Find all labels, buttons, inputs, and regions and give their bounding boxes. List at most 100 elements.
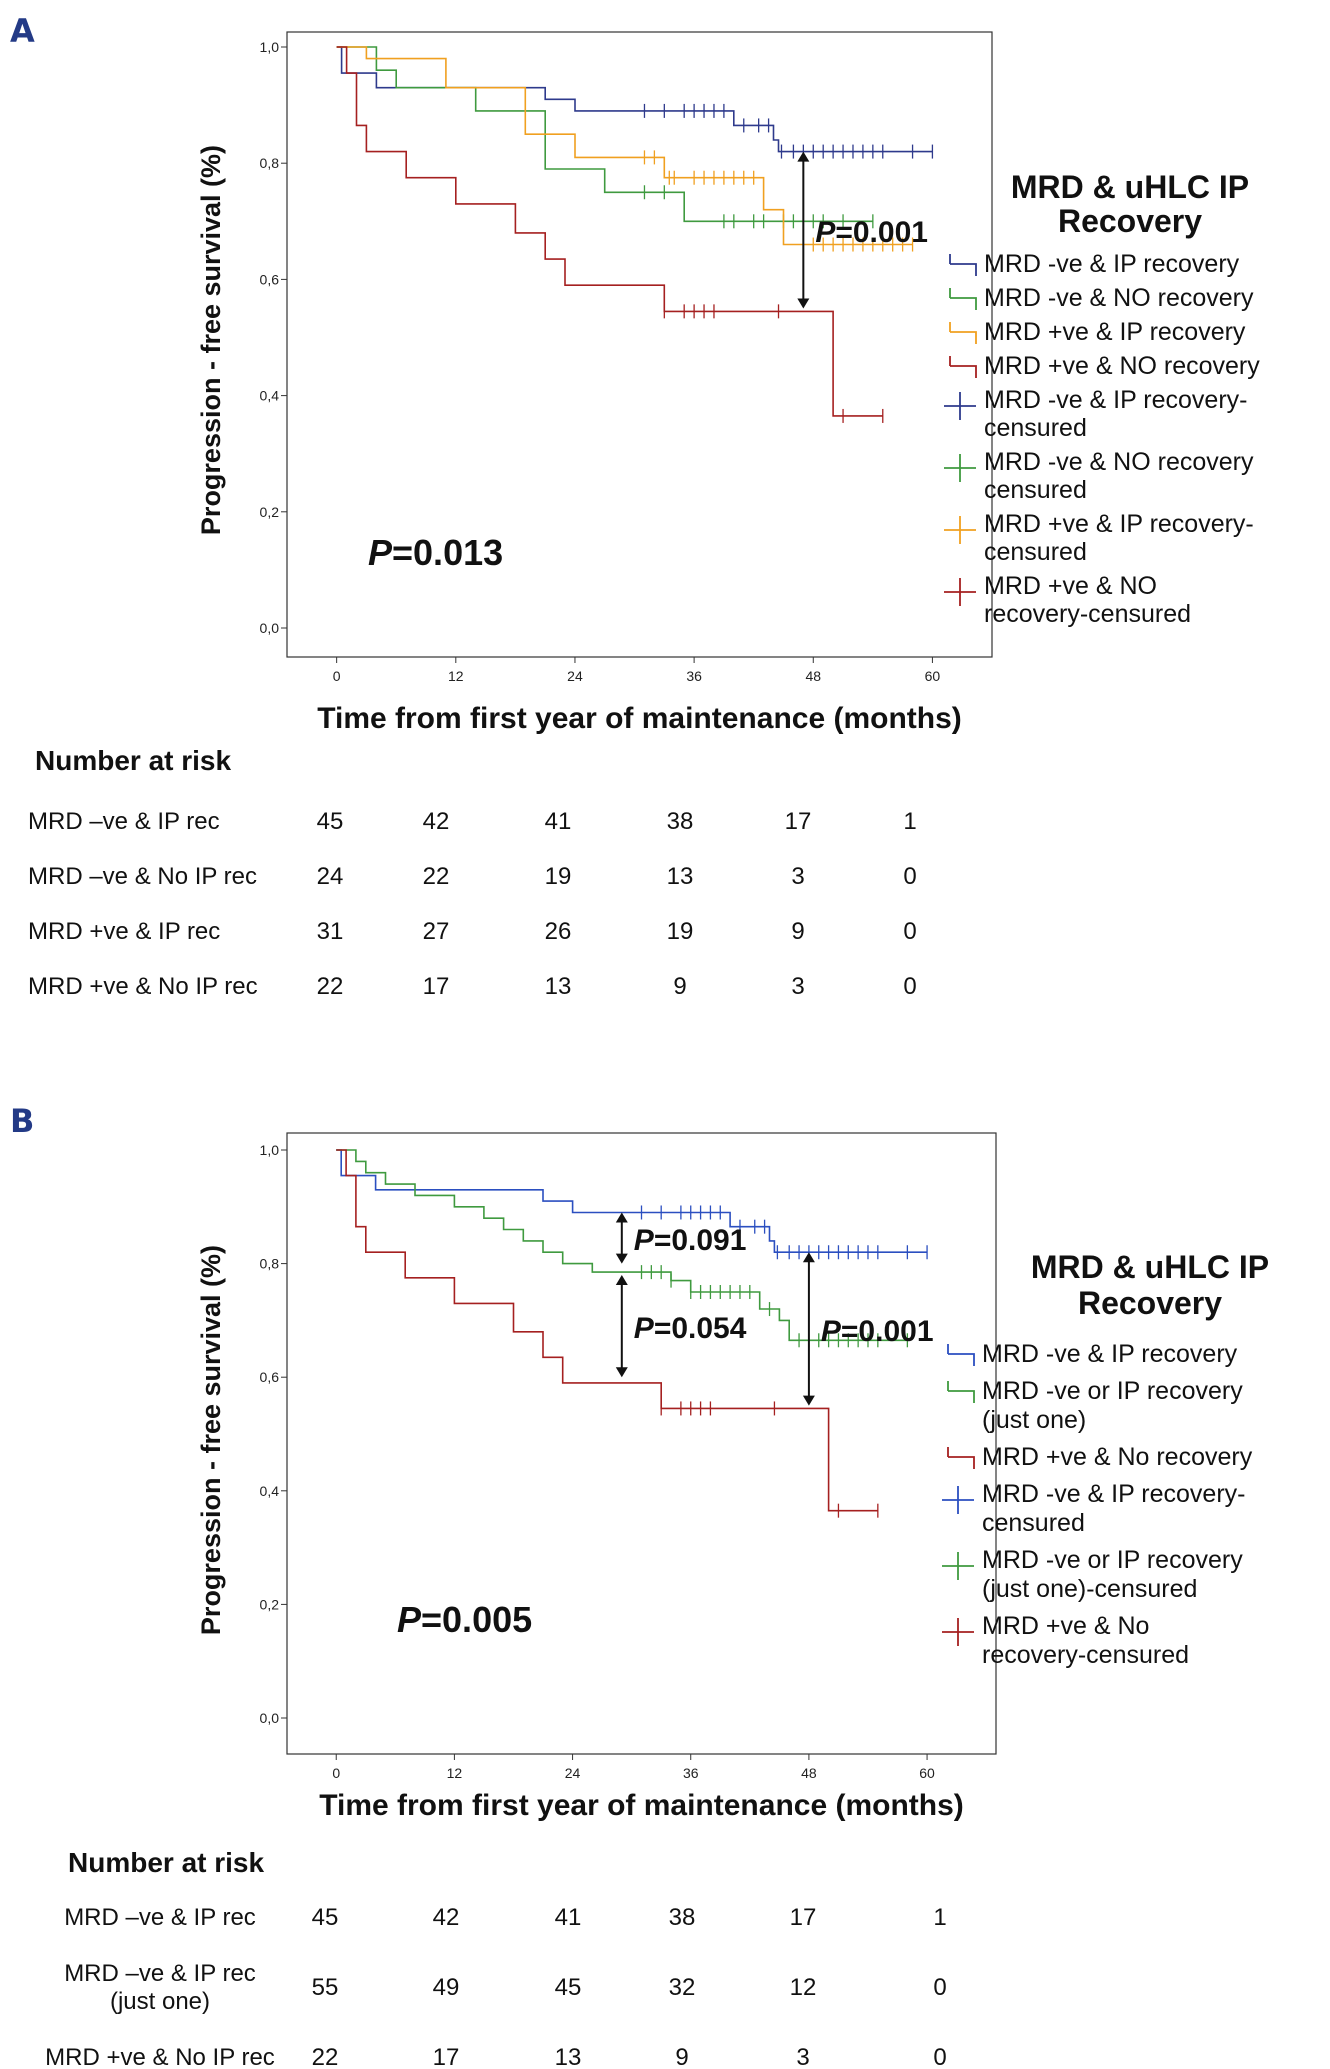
y-tick-label: 1,0	[260, 39, 280, 55]
x-tick-label: 36	[686, 668, 702, 684]
legend-step-swatch	[948, 1353, 975, 1366]
risk-value: 17	[433, 2044, 460, 2069]
y-tick-label: 0,2	[260, 1596, 280, 1612]
legend-entry-7: MRD +ve & IP recovery-	[984, 510, 1254, 538]
legend-step-swatch	[950, 331, 977, 344]
panel-b-letter: B	[10, 1102, 34, 1140]
p-letter: P	[634, 1224, 655, 1257]
p-annotation-3: P=0.001	[821, 1315, 934, 1348]
risk-table-title: Number at risk	[68, 1847, 264, 1878]
p-arrow-head-down	[797, 298, 810, 309]
risk-value: 0	[903, 973, 916, 1000]
p-annotation-1: P=0.091	[634, 1224, 747, 1257]
legend-entry-3: MRD +ve & No recovery	[982, 1443, 1253, 1471]
risk-value: 17	[423, 973, 450, 1000]
p-arrow-head-down	[615, 1367, 628, 1378]
y-tick-label: 0,2	[260, 504, 280, 520]
legend-entry-7: censured	[984, 538, 1087, 566]
p-letter: P	[821, 1315, 842, 1348]
y-tick-label: 0,4	[260, 388, 280, 404]
risk-row-label: MRD +ve & No IP rec	[45, 2044, 275, 2069]
x-axis-label: Time from first year of maintenance (mon…	[319, 1789, 964, 1822]
legend-entry-6: censured	[984, 476, 1087, 504]
legend-step-swatch	[950, 297, 977, 310]
x-tick-label: 48	[801, 1765, 817, 1781]
p-arrow-head-up	[802, 1252, 815, 1263]
risk-value: 19	[667, 918, 694, 945]
survival-curve-1	[336, 46, 933, 153]
survival-curve-3	[336, 1149, 878, 1512]
risk-value: 22	[423, 863, 450, 890]
p-letter: P	[368, 532, 393, 573]
risk-value: 19	[545, 863, 572, 890]
risk-row-label: MRD –ve & IP rec	[28, 808, 220, 835]
x-tick-label: 0	[332, 1765, 340, 1781]
survival-curve-3	[336, 46, 913, 246]
legend-entry-5: MRD -ve or IP recovery	[982, 1546, 1243, 1574]
risk-value: 0	[903, 863, 916, 890]
p-value: =0.054	[654, 1312, 747, 1345]
risk-value: 13	[555, 2044, 582, 2069]
legend-entry-4: MRD +ve & NO recovery	[984, 352, 1260, 380]
x-tick-label: 12	[448, 668, 464, 684]
legend-entry-6: MRD +ve & No	[982, 1612, 1149, 1640]
x-tick-label: 24	[567, 668, 583, 684]
x-axis-label: Time from first year of maintenance (mon…	[317, 702, 962, 735]
y-tick-label: 1,0	[260, 1142, 280, 1158]
p-letter: P	[397, 1599, 422, 1640]
legend-entry-5: MRD -ve & IP recovery-	[984, 386, 1247, 414]
risk-value: 45	[555, 1974, 582, 2001]
risk-value: 3	[791, 863, 804, 890]
legend-entry-8: MRD +ve & NO	[984, 572, 1157, 600]
panel-a-letter: A	[10, 12, 35, 50]
x-tick-label: 48	[805, 668, 821, 684]
legend-entry-2: MRD -ve or IP recovery	[982, 1377, 1243, 1405]
plot-frame	[286, 1132, 997, 1755]
legend-step-swatch	[948, 1456, 975, 1469]
risk-value: 3	[791, 973, 804, 1000]
legend-entry-5: (just one)-censured	[982, 1575, 1197, 1603]
legend-step-swatch	[948, 1390, 975, 1403]
legend-entry-6: MRD -ve & NO recovery	[984, 448, 1254, 476]
legend-entry-6: recovery-censured	[982, 1641, 1189, 1669]
legend-entry-1: MRD -ve & IP recovery	[982, 1340, 1238, 1368]
p-annotation-1: P=0.001	[815, 216, 928, 249]
legend-entry-2: (just one)	[982, 1406, 1086, 1434]
risk-value: 17	[790, 1904, 817, 1931]
risk-value: 49	[433, 1974, 460, 2001]
x-tick-label: 24	[565, 1765, 581, 1781]
legend-step-swatch	[950, 263, 977, 276]
risk-row-label: MRD +ve & No IP rec	[28, 973, 258, 1000]
p-arrow-head-down	[802, 1395, 815, 1406]
legend-entry-2: MRD -ve & NO recovery	[984, 284, 1254, 312]
legend-entry-8: recovery-censured	[984, 600, 1191, 628]
x-tick-label: 36	[683, 1765, 699, 1781]
p-letter: P	[815, 216, 836, 249]
panel-b: 0,0 0,2 0,4 0,6 0,8 1,0 0 12 24 36 48 60 Progression…	[45, 1132, 1269, 2069]
y-axis-label: Progression - free survival (%)	[196, 145, 226, 535]
legend-entry-4: MRD -ve & IP recovery-	[982, 1480, 1245, 1508]
risk-value: 31	[317, 918, 344, 945]
p-value: =0.001	[841, 1315, 934, 1348]
legend-title-line2: Recovery	[1078, 1285, 1222, 1321]
risk-row-label: MRD –ve & No IP rec	[28, 863, 257, 890]
x-tick-label: 0	[333, 668, 341, 684]
risk-value: 45	[312, 1904, 339, 1931]
risk-value: 13	[545, 973, 572, 1000]
risk-value: 9	[673, 973, 686, 1000]
y-tick-label: 0,8	[260, 1256, 280, 1272]
risk-value: 42	[433, 1904, 460, 1931]
legend-entry-4: censured	[982, 1509, 1085, 1537]
risk-value: 41	[555, 1904, 582, 1931]
survival-curve-2	[336, 46, 873, 223]
risk-value: 13	[667, 863, 694, 890]
risk-row-label: MRD –ve & IP rec	[64, 1960, 256, 1987]
legend-title-line1: MRD & uHLC IP	[1011, 169, 1249, 205]
x-tick-label: 60	[925, 668, 941, 684]
risk-value: 0	[933, 1974, 946, 2001]
risk-value: 42	[423, 808, 450, 835]
p-value: =0.091	[654, 1224, 747, 1257]
legend-step-swatch	[950, 365, 977, 378]
p-value: =0.001	[835, 216, 928, 249]
